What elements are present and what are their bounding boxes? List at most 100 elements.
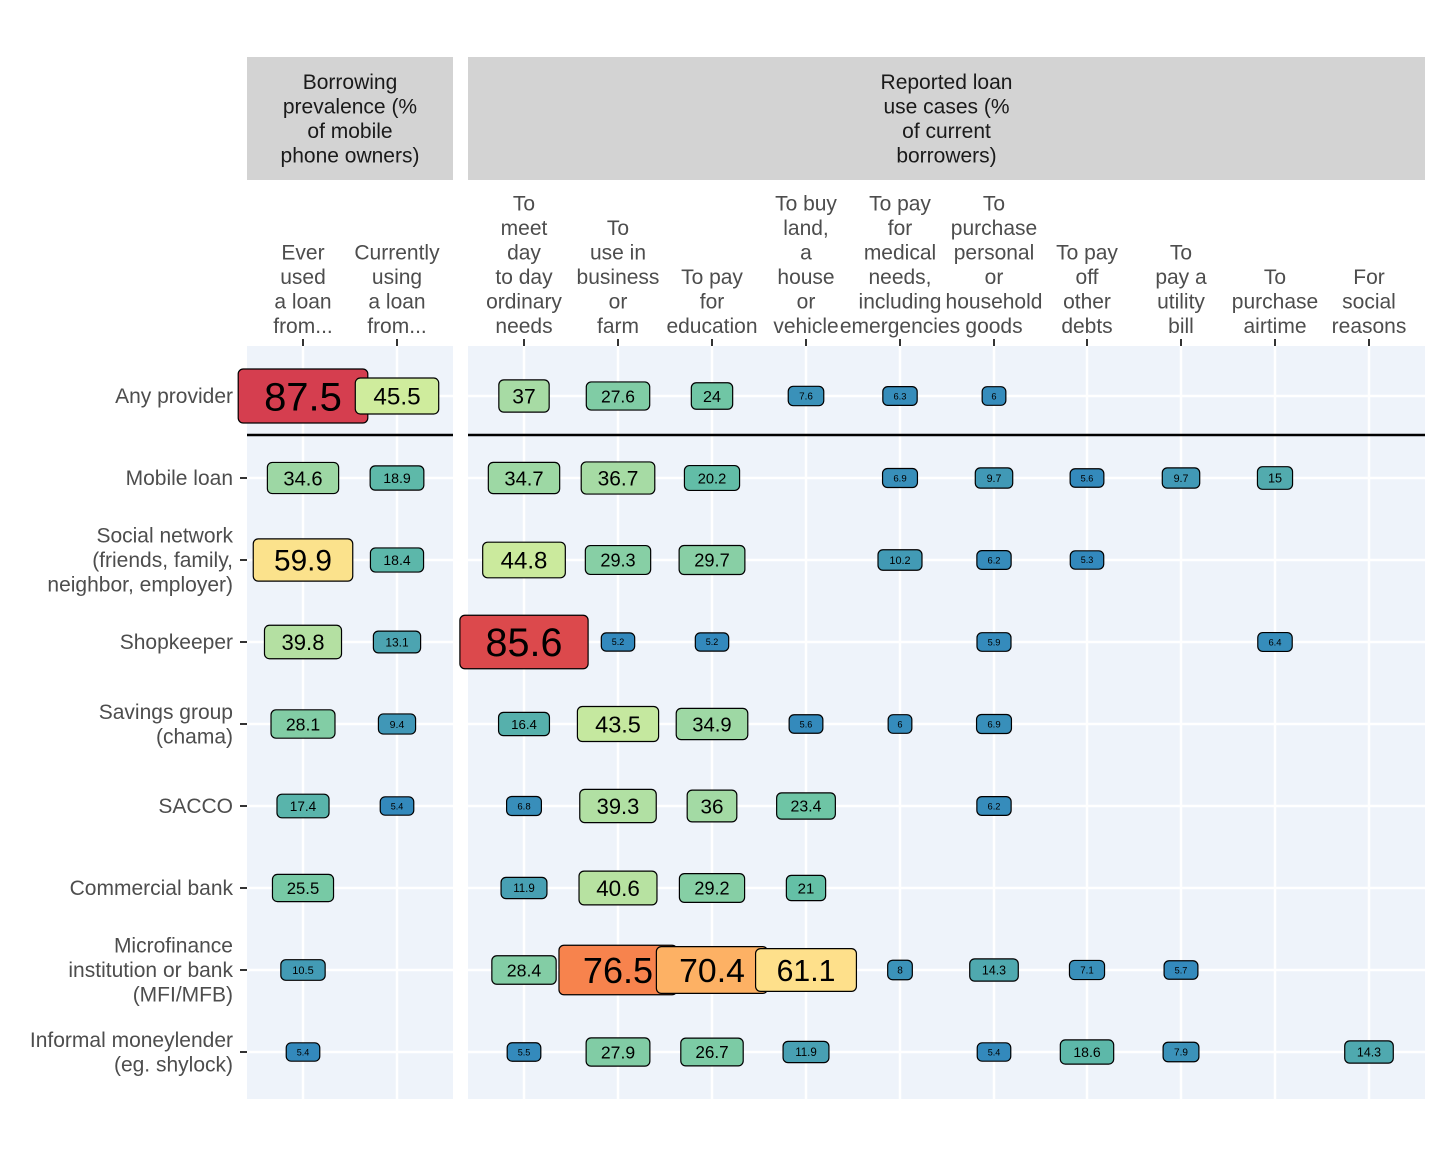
value-tile-label: 5.2 [612, 637, 624, 647]
value-tile-label: 18.6 [1073, 1044, 1101, 1060]
value-tile-box [280, 959, 326, 981]
value-tile: 28.1 [270, 709, 336, 739]
value-tile-label: 6.8 [517, 801, 530, 812]
row-label: Commercial bank [70, 877, 234, 900]
value-tile-label: 21 [798, 880, 815, 897]
value-tile-box [285, 1042, 321, 1062]
value-tile-label: 13.1 [385, 635, 409, 649]
value-tile: 16.4 [497, 711, 551, 737]
value-tile: 14.3 [1344, 1040, 1394, 1064]
value-tile: 9.7 [974, 467, 1014, 489]
value-tile: 5.2 [694, 632, 730, 652]
value-tile-box [776, 792, 836, 820]
facet-title: Reported loan use cases (% of current borro… [881, 71, 1013, 168]
value-tile-box [369, 547, 425, 573]
value-tile-label: 15 [1268, 472, 1282, 486]
value-tile-box [974, 467, 1014, 489]
value-tile-box [270, 709, 336, 739]
value-tile: 5.7 [1163, 960, 1199, 980]
value-tile: 7.1 [1068, 959, 1106, 981]
value-tile-box [459, 614, 589, 670]
value-tile: 6.4 [1257, 631, 1293, 653]
value-tile-label: 25.5 [287, 879, 319, 898]
value-tile-label: 14.3 [982, 963, 1006, 977]
value-tile: 39.3 [579, 788, 657, 824]
facet-strips: Borrowing prevalence (% of mobile phone own… [247, 57, 1425, 180]
value-tile-label: 5.4 [297, 1047, 310, 1057]
value-tile: 28.4 [491, 955, 557, 985]
value-tile: 8 [887, 959, 913, 981]
value-tile-box [782, 1040, 830, 1064]
value-tile-box [491, 955, 557, 985]
value-tile-box [266, 461, 340, 495]
value-tile-box [369, 465, 425, 491]
value-tile-box [881, 467, 919, 489]
value-tile-box [377, 713, 417, 735]
value-tile-box [981, 386, 1007, 406]
value-tile: 17.4 [276, 793, 330, 819]
value-tile-label: 36.7 [598, 468, 639, 491]
value-tile-box [263, 624, 343, 660]
value-tile-label: 9.7 [987, 473, 1002, 485]
value-tile-box [252, 538, 354, 582]
value-tile: 21 [785, 874, 827, 902]
value-tile-label: 61.1 [777, 955, 836, 988]
value-tile-box [1069, 468, 1105, 488]
column-label: To pay off other debts [1056, 242, 1118, 339]
value-tile-label: 6.4 [1268, 636, 1281, 647]
value-tile: 7.9 [1162, 1041, 1200, 1063]
column-labels: Ever used a loan from... Currently using a loa… [273, 193, 1406, 346]
column-label: To purchase airtime [1232, 266, 1318, 338]
value-tile: 18.9 [369, 465, 425, 491]
value-tile-box [678, 544, 746, 576]
value-tile-label: 70.4 [679, 952, 745, 990]
value-tile: 5.4 [379, 796, 415, 816]
value-tile-box [683, 464, 741, 492]
value-tile-box [887, 714, 913, 734]
column-label: Currently using a loan from... [354, 242, 440, 339]
value-tile-box [882, 385, 918, 407]
value-tile-label: 6.2 [988, 801, 1001, 811]
value-tile-box [686, 789, 738, 823]
value-tile-box [276, 793, 330, 819]
value-tile: 36 [686, 789, 738, 823]
value-tile-label: 7.1 [1080, 965, 1093, 976]
value-tile: 6.9 [975, 713, 1013, 735]
value-tile-label: 39.8 [281, 630, 324, 655]
value-tile-label: 5.5 [518, 1047, 531, 1057]
value-tile-label: 16.4 [511, 717, 537, 732]
value-tile-label: 34.9 [692, 714, 731, 736]
value-tile-box [379, 796, 415, 816]
value-tile: 29.7 [678, 544, 746, 576]
value-tile-label: 27.6 [601, 386, 635, 406]
value-tile-box [887, 959, 913, 981]
column-label: To pay for education [666, 266, 757, 338]
value-tile-box [680, 1037, 744, 1067]
value-tile: 6.9 [881, 467, 919, 489]
value-tile: 5.3 [1069, 550, 1105, 570]
value-tile-label: 23.4 [791, 799, 822, 816]
row-label: Mobile loan [126, 467, 233, 490]
row-labels: Any provider Mobile loan Social network (fr… [30, 385, 247, 1076]
value-tile-box [787, 385, 825, 407]
value-tile-box [1256, 466, 1294, 490]
column-label: To meet day to day ordinary needs [486, 193, 562, 339]
value-tile-box [1161, 467, 1201, 489]
value-tile: 6.2 [976, 796, 1012, 816]
value-tile: 5.9 [976, 632, 1012, 652]
value-tile-label: 29.2 [694, 879, 729, 899]
value-tile-label: 5.2 [706, 637, 718, 647]
facet-strip [468, 57, 1425, 180]
value-tile-box [576, 705, 660, 743]
column-label: To pay for medical needs, including emergenci… [840, 193, 960, 339]
value-tile-label: 37 [512, 386, 535, 409]
value-tile-box [976, 550, 1012, 570]
value-tile-box [976, 1042, 1012, 1062]
value-tile-box [690, 382, 734, 410]
value-tile-label: 5.6 [800, 719, 813, 729]
value-tile-box [372, 630, 422, 654]
column-label: To buy land, a house or vehicle [773, 193, 838, 339]
value-tile-label: 28.4 [507, 960, 542, 980]
value-tile-box [788, 714, 824, 734]
